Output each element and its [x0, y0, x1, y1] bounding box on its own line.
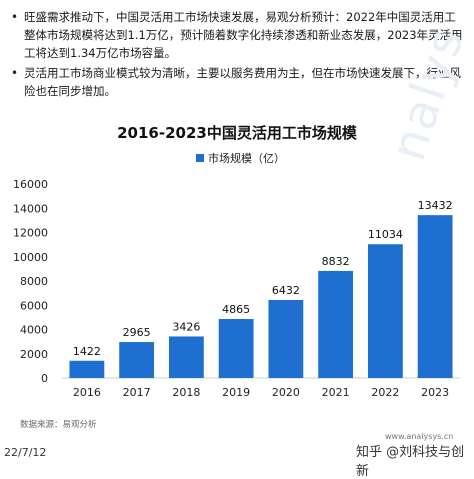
y-tick-label: 12000 — [13, 227, 48, 240]
footer-zhihu: 知乎 @刘科技与创新 — [356, 445, 465, 479]
y-tick-label: 14000 — [13, 202, 48, 215]
bullet-item-1: • 旺盛需求推动下，中国灵活用工市场快速发展，易观分析预计：2022年中国灵活用… — [10, 8, 466, 62]
data-label: 3426 — [172, 320, 200, 333]
y-tick-label: 10000 — [13, 251, 48, 264]
chart-title: 2016-2023中国灵活用工市场规模 — [117, 124, 357, 142]
y-tick-label: 2000 — [20, 348, 48, 361]
data-label: 2965 — [123, 326, 151, 339]
bar — [417, 215, 453, 378]
bar — [367, 244, 403, 378]
data-label: 4865 — [222, 303, 250, 316]
bullet-dot: • — [11, 66, 19, 80]
legend-swatch — [196, 154, 204, 162]
x-tick-label: 2017 — [123, 386, 151, 399]
y-tick-label: 6000 — [20, 299, 48, 312]
bar — [69, 360, 105, 378]
footer-url: www.analysys.cn — [385, 432, 454, 441]
footer-date: 22/7/12 — [4, 446, 47, 459]
source-note: 数据来源：易观分析 — [20, 420, 97, 430]
bullet-text-1: 旺盛需求推动下，中国灵活用工市场快速发展，易观分析预计：2022年中国灵活用工整… — [24, 10, 463, 60]
bullet-text-2: 灵活用工市场商业模式较为清晰，主要以服务费用为主，但在市场快速发展下，行业风险也… — [24, 66, 461, 98]
bar — [218, 319, 254, 378]
x-tick-label: 2016 — [73, 386, 101, 399]
data-label: 11034 — [368, 228, 403, 241]
data-label: 1422 — [73, 345, 101, 358]
bar — [119, 342, 155, 378]
bullet-dot: • — [11, 10, 19, 24]
x-tick-label: 2023 — [421, 386, 449, 399]
x-tick-label: 2022 — [371, 386, 399, 399]
x-tick-label: 2019 — [222, 386, 250, 399]
bar — [168, 336, 204, 378]
data-label: 8832 — [322, 255, 350, 268]
bar — [318, 270, 354, 378]
data-label: 13432 — [418, 199, 453, 212]
y-tick-label: 0 — [41, 372, 48, 385]
x-tick-label: 2021 — [322, 386, 350, 399]
text-bullets: • 旺盛需求推动下，中国灵活用工市场快速发展，易观分析预计：2022年中国灵活用… — [10, 8, 466, 102]
legend-label: 市场规模（亿） — [208, 152, 285, 165]
y-tick-label: 4000 — [20, 324, 48, 337]
x-tick-label: 2020 — [272, 386, 300, 399]
y-tick-label: 8000 — [20, 275, 48, 288]
bullet-item-2: • 灵活用工市场商业模式较为清晰，主要以服务费用为主，但在市场快速发展下，行业风… — [10, 64, 466, 100]
data-label: 6432 — [272, 284, 300, 297]
chart-legend: 市场规模（亿） — [196, 150, 285, 166]
bar — [268, 300, 304, 378]
x-tick-label: 2018 — [172, 386, 200, 399]
y-tick-label: 16000 — [13, 178, 48, 191]
bar-chart: 0 2000 4000 6000 8000 10000 12000 14000 16000 142… — [13, 178, 460, 399]
